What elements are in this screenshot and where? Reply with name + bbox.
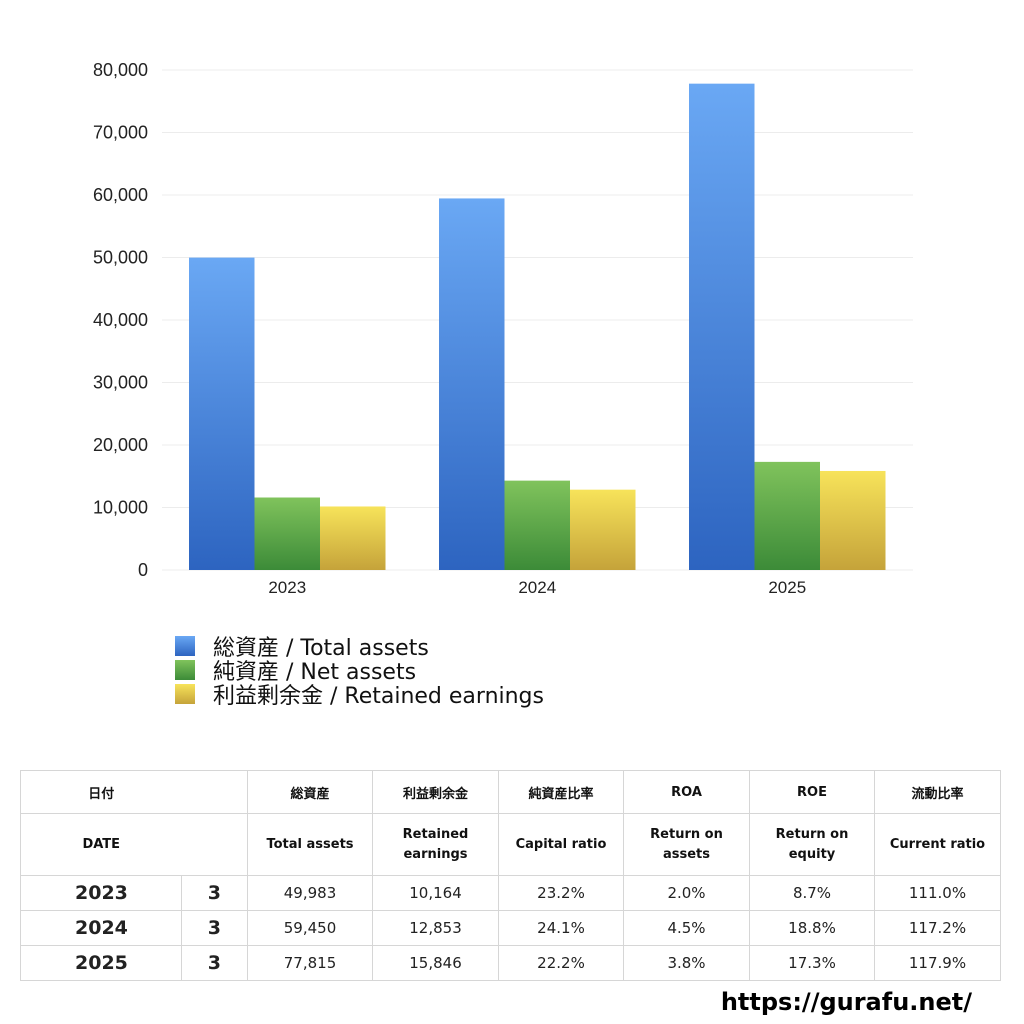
table-header-en: DATE Total assets Retained earnings Capit… xyxy=(20,813,1001,876)
row-current-ratio: 117.9% xyxy=(874,945,1001,981)
bar-net-assets-2024 xyxy=(504,480,570,570)
row-current-ratio: 111.0% xyxy=(874,875,1001,911)
row-capital-ratio: 23.2% xyxy=(498,875,624,911)
y-tick-label: 20,000 xyxy=(93,435,148,455)
row-roa: 2.0% xyxy=(623,875,750,911)
x-tick-label: 2024 xyxy=(518,578,556,597)
legend-label-total-assets: 総資産 / Total assets xyxy=(213,636,429,661)
header-roa-jp: ROA xyxy=(623,770,750,814)
header-roa-en-line2: assets xyxy=(662,846,711,862)
legend-item-total-assets: 総資産 / Total assets xyxy=(175,634,544,661)
header-capital-ratio-jp: 純資産比率 xyxy=(498,770,624,814)
legend-item-retained-earnings: 利益剰余金 / Retained earnings xyxy=(175,682,544,709)
header-retained-en-line2: earnings xyxy=(403,846,468,862)
header-capital-ratio-en: Capital ratio xyxy=(498,813,624,876)
header-roe-en-line2: equity xyxy=(788,846,836,862)
row-roe: 17.3% xyxy=(749,945,875,981)
y-tick-label: 0 xyxy=(138,560,148,580)
bar-total-assets-2025 xyxy=(689,83,755,570)
row-current-ratio: 117.2% xyxy=(874,910,1001,946)
bar-net-assets-2025 xyxy=(754,461,820,570)
header-current-ratio-jp: 流動比率 xyxy=(874,770,1001,814)
y-tick-label: 10,000 xyxy=(93,498,148,518)
y-tick-label: 80,000 xyxy=(93,60,148,80)
y-tick-label: 30,000 xyxy=(93,373,148,393)
site-url[interactable]: https://gurafu.net/ xyxy=(720,988,972,1016)
header-roe-en-line1: Return on xyxy=(775,826,849,842)
row-total-assets: 49,983 xyxy=(247,875,373,911)
header-retained-en: Retained earnings xyxy=(372,813,499,876)
row-roa: 4.5% xyxy=(623,910,750,946)
header-roa-en-line1: Return on xyxy=(650,826,723,842)
header-blank xyxy=(181,770,248,814)
row-year: 2023 xyxy=(20,875,182,911)
y-tick-label: 70,000 xyxy=(93,123,148,143)
bar-retained-earnings-2023 xyxy=(320,506,386,570)
row-total-assets: 77,815 xyxy=(247,945,373,981)
row-year: 2024 xyxy=(20,910,182,946)
row-roe: 18.8% xyxy=(749,910,875,946)
row-month: 3 xyxy=(181,910,248,946)
header-roe-en: Return on equity xyxy=(749,813,875,876)
bar-retained-earnings-2024 xyxy=(570,489,636,570)
table-row: 2023 3 49,983 10,164 23.2% 2.0% 8.7% 111… xyxy=(20,875,1001,911)
row-total-assets: 59,450 xyxy=(247,910,373,946)
row-capital-ratio: 22.2% xyxy=(498,945,624,981)
table-row: 2025 3 77,815 15,846 22.2% 3.8% 17.3% 11… xyxy=(20,945,1001,981)
row-retained: 10,164 xyxy=(372,875,499,911)
y-tick-label: 40,000 xyxy=(93,310,148,330)
legend-swatch-retained-earnings xyxy=(175,684,195,704)
header-retained-en-line1: Retained xyxy=(402,826,469,842)
y-axis-ticks: 0 10,000 20,000 30,000 40,000 50,000 60,000 70,… xyxy=(93,60,148,580)
bar-chart: 0 10,000 20,000 30,000 40,000 50,000 60,000 70,… xyxy=(93,60,913,597)
table-header-jp: 日付 総資産 利益剰余金 純資産比率 ROA ROE 流動比率 xyxy=(20,770,1001,814)
x-axis-labels: 2023 2024 2025 xyxy=(268,578,806,597)
header-blank-en xyxy=(181,813,248,876)
header-roe-jp: ROE xyxy=(749,770,875,814)
table-row: 2024 3 59,450 12,853 24.1% 4.5% 18.8% 11… xyxy=(20,910,1001,946)
row-year: 2025 xyxy=(20,945,182,981)
header-total-assets-jp: 総資産 xyxy=(247,770,373,814)
header-retained-jp: 利益剰余金 xyxy=(372,770,499,814)
legend-label-retained-earnings: 利益剰余金 / Retained earnings xyxy=(213,684,544,709)
row-capital-ratio: 24.1% xyxy=(498,910,624,946)
header-current-ratio-en: Current ratio xyxy=(874,813,1001,876)
bars xyxy=(189,83,886,570)
y-tick-label: 50,000 xyxy=(93,248,148,268)
x-tick-label: 2023 xyxy=(268,578,306,597)
row-roe: 8.7% xyxy=(749,875,875,911)
header-total-assets-en: Total assets xyxy=(247,813,373,876)
row-roa: 3.8% xyxy=(623,945,750,981)
x-tick-label: 2025 xyxy=(768,578,806,597)
row-retained: 15,846 xyxy=(372,945,499,981)
bar-retained-earnings-2025 xyxy=(820,470,886,570)
header-roa-en: Return on assets xyxy=(623,813,750,876)
bar-total-assets-2023 xyxy=(189,257,255,570)
row-retained: 12,853 xyxy=(372,910,499,946)
bar-net-assets-2023 xyxy=(254,497,320,570)
legend-label-net-assets: 純資産 / Net assets xyxy=(213,660,417,685)
legend: 総資産 / Total assets 純資産 / Net assets 利益剰余… xyxy=(175,634,544,709)
header-date-en: DATE xyxy=(20,813,182,876)
row-month: 3 xyxy=(181,945,248,981)
row-month: 3 xyxy=(181,875,248,911)
y-tick-label: 60,000 xyxy=(93,185,148,205)
header-date-jp: 日付 xyxy=(20,770,182,814)
legend-item-net-assets: 純資産 / Net assets xyxy=(175,658,544,685)
bar-total-assets-2024 xyxy=(439,198,505,570)
financial-table: 日付 総資産 利益剰余金 純資産比率 ROA ROE 流動比率 DATE Tot… xyxy=(20,770,1001,981)
legend-swatch-net-assets xyxy=(175,660,195,680)
legend-swatch-total-assets xyxy=(175,636,195,656)
